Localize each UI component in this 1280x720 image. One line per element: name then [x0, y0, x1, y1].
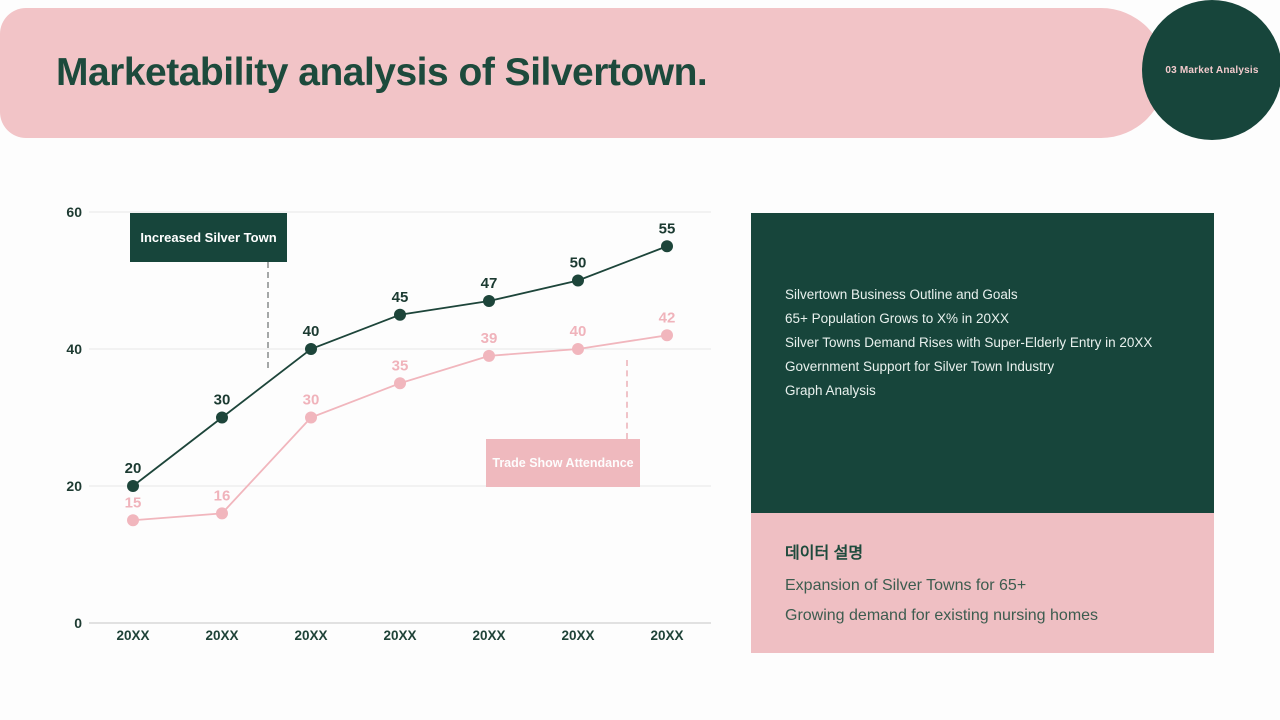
- section-badge-label: 03 Market Analysis: [1165, 64, 1259, 76]
- info-line: Graph Analysis: [785, 383, 876, 398]
- series1-callout-dashed-line: [267, 262, 269, 368]
- series2-label-text: Trade Show Attendance: [492, 456, 634, 470]
- info-line: Government Support for Silver Town Indus…: [785, 359, 1055, 374]
- svg-text:40: 40: [570, 323, 587, 340]
- svg-text:50: 50: [570, 255, 587, 272]
- info-line: 65+ Population Grows to X% in 20XX: [785, 311, 1010, 326]
- svg-text:20XX: 20XX: [650, 628, 683, 643]
- description-line: Expansion of Silver Towns for 65+: [785, 577, 1027, 594]
- svg-text:20XX: 20XX: [116, 628, 149, 643]
- svg-text:20XX: 20XX: [205, 628, 238, 643]
- svg-text:15: 15: [125, 494, 142, 511]
- description-line: Growing demand for existing nursing home…: [785, 607, 1099, 624]
- svg-text:0: 0: [74, 615, 82, 631]
- svg-text:39: 39: [481, 330, 498, 347]
- info-line: Silvertown Business Outline and Goals: [785, 287, 1018, 302]
- svg-text:40: 40: [66, 341, 82, 357]
- line-chart-canvas: 0 20 40 60 20XX 20XX 20XX 20XX 20XX 20XX 20XX 15 16 3…: [66, 204, 711, 643]
- svg-text:30: 30: [303, 392, 320, 409]
- svg-text:20: 20: [66, 478, 82, 494]
- svg-text:40: 40: [303, 323, 320, 340]
- svg-text:47: 47: [481, 275, 498, 292]
- svg-text:20XX: 20XX: [472, 628, 505, 643]
- svg-text:20XX: 20XX: [383, 628, 416, 643]
- svg-text:30: 30: [214, 392, 231, 409]
- page-title: Marketability analysis of Silvertown.: [56, 51, 708, 94]
- line-chart: 0 20 40 60 20XX 20XX 20XX 20XX 20XX 20XX 20XX 15 16 3…: [0, 190, 720, 660]
- header-banner: Marketability analysis of Silvertown.: [0, 8, 1166, 138]
- series2-callout-dashed-line: [626, 360, 628, 439]
- svg-text:45: 45: [392, 289, 409, 306]
- svg-text:20XX: 20XX: [561, 628, 594, 643]
- description-title: 데이터 설명: [785, 545, 864, 562]
- series1-label-badge: Increased Silver Town: [130, 213, 287, 262]
- info-line: Silver Towns Demand Rises with Super-Eld…: [785, 335, 1153, 350]
- info-panel: Silvertown Business Outline and Goals 65…: [751, 213, 1214, 513]
- svg-text:16: 16: [214, 487, 231, 504]
- series2-label-badge: Trade Show Attendance: [486, 439, 640, 487]
- svg-text:55: 55: [659, 220, 676, 237]
- svg-text:20: 20: [125, 460, 142, 477]
- svg-text:20XX: 20XX: [294, 628, 327, 643]
- svg-text:42: 42: [659, 309, 676, 326]
- description-panel: 데이터 설명 Expansion of Silver Towns for 65+…: [751, 513, 1214, 653]
- svg-text:35: 35: [392, 357, 409, 374]
- section-badge-circle: 03 Market Analysis: [1142, 0, 1280, 140]
- svg-text:60: 60: [66, 204, 82, 220]
- series1-label-text: Increased Silver Town: [140, 230, 277, 245]
